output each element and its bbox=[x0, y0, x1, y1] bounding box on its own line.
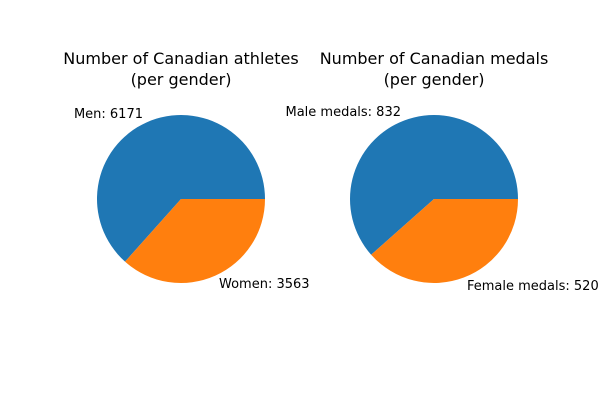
chart-title-line1: Number of Canadian medals bbox=[320, 49, 549, 68]
slice-female-medals bbox=[371, 199, 518, 283]
slice-label-men: Men: 6171 bbox=[74, 107, 143, 122]
pie-slices bbox=[97, 115, 265, 284]
slice-label-women: Women: 3563 bbox=[219, 277, 310, 292]
pie-chart-athletes: Number of Canadian athletes (per gender)… bbox=[63, 49, 309, 292]
chart-title-line2: (per gender) bbox=[131, 70, 232, 89]
slice-male-medals bbox=[350, 114, 518, 255]
slice-label-female-medals: Female medals: 520 bbox=[467, 279, 599, 294]
slice-women bbox=[125, 199, 265, 284]
pie-chart-medals: Number of Canadian medals (per gender) M… bbox=[285, 49, 598, 294]
chart-title-line2: (per gender) bbox=[384, 70, 485, 89]
chart-title-line1: Number of Canadian athletes bbox=[63, 49, 298, 68]
slice-label-male-medals: Male medals: 832 bbox=[285, 105, 401, 120]
slice-men bbox=[97, 115, 265, 262]
pie-slices bbox=[350, 114, 518, 283]
